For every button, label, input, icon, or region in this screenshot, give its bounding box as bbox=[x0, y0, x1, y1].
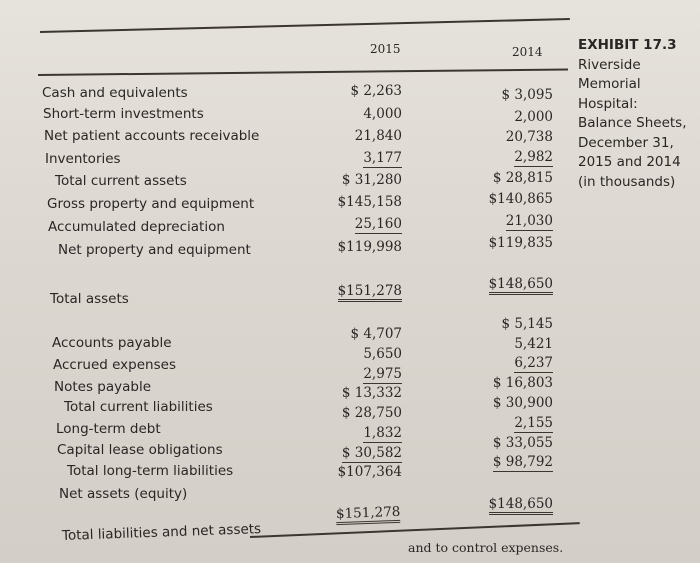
cell-2014-inventories: 2,982 bbox=[514, 149, 553, 167]
cell-2015-net-patient-ar: 21,840 bbox=[354, 128, 402, 144]
exhibit-line-5: December 31, bbox=[578, 134, 674, 151]
cell-2015-long-term-debt: $ 28,750 bbox=[341, 405, 402, 421]
row-label-cash: Cash and equivalents bbox=[42, 85, 188, 101]
row-label-total-liabilities-net-assets: Total liabilities and net assets bbox=[61, 521, 262, 544]
cell-2015-accumulated-depreciation: 25,160 bbox=[354, 216, 402, 234]
row-label-inventories: Inventories bbox=[45, 151, 121, 167]
cell-2015-net-assets: $107,364 bbox=[337, 464, 402, 480]
cell-2014-accumulated-depreciation: 21,030 bbox=[505, 213, 553, 231]
row-label-total-assets: Total assets bbox=[50, 291, 129, 307]
exhibit-number: EXHIBIT 17.3 bbox=[578, 37, 677, 53]
cell-2014-notes-payable: 6,237 bbox=[514, 355, 553, 373]
cell-2014-total-long-term-liabilities: $ 33,055 bbox=[492, 435, 553, 451]
column-header-2014: 2014 bbox=[512, 45, 543, 59]
row-label-long-term-debt: Long-term debt bbox=[56, 421, 161, 437]
row-label-gross-property: Gross property and equipment bbox=[47, 196, 255, 212]
exhibit-line-4: Balance Sheets, bbox=[578, 115, 687, 131]
cell-2015-total-assets: $151,278 bbox=[337, 283, 402, 302]
cell-2014-short-term-investments: 2,000 bbox=[514, 109, 553, 125]
footer-text-fragment: and to control expenses. bbox=[408, 540, 564, 555]
exhibit-line-6: 2015 and 2014 bbox=[578, 154, 681, 170]
row-label-notes-payable: Notes payable bbox=[54, 379, 152, 395]
cell-2014-net-assets: $ 98,792 bbox=[492, 454, 553, 472]
row-label-total-current-assets: Total current assets bbox=[55, 173, 187, 189]
exhibit-line-1: Riverside bbox=[578, 56, 641, 73]
cell-2014-long-term-debt: $ 30,900 bbox=[492, 395, 553, 411]
exhibit-caption: EXHIBIT 17.3 Riverside Memorial Hospital… bbox=[578, 36, 687, 192]
cell-2015-short-term-investments: 4,000 bbox=[363, 106, 402, 122]
cell-2014-accounts-payable: $ 5,145 bbox=[501, 316, 553, 332]
exhibit-line-3: Hospital: bbox=[578, 95, 638, 112]
cell-2014-cash: $ 3,095 bbox=[501, 87, 553, 103]
row-label-total-long-term-liabilities: Total long-term liabilities bbox=[67, 463, 234, 479]
exhibit-line-7: (in thousands) bbox=[578, 173, 676, 190]
exhibit-line-2: Memorial bbox=[578, 76, 641, 92]
row-label-total-current-liabilities: Total current liabilities bbox=[64, 399, 213, 415]
row-label-net-assets: Net assets (equity) bbox=[59, 486, 188, 502]
row-label-accounts-payable: Accounts payable bbox=[52, 335, 172, 351]
row-label-short-term-investments: Short-term investments bbox=[43, 106, 204, 122]
row-label-net-patient-ar: Net patient accounts receivable bbox=[44, 128, 260, 144]
row-label-capital-lease: Capital lease obligations bbox=[57, 442, 223, 458]
cell-2015-total-current-liabilities: $ 13,332 bbox=[341, 385, 402, 401]
cell-2015-gross-property: $145,158 bbox=[337, 194, 402, 210]
cell-2014-accrued-expenses: 5,421 bbox=[514, 336, 553, 352]
cell-2014-total-current-liabilities: $ 16,803 bbox=[492, 375, 553, 391]
cell-2014-net-property: $119,835 bbox=[488, 235, 553, 251]
cell-2014-net-patient-ar: 20,738 bbox=[505, 129, 553, 145]
column-header-2015: 2015 bbox=[370, 42, 401, 56]
row-label-accumulated-depreciation: Accumulated depreciation bbox=[48, 219, 225, 235]
bottom-rule bbox=[249, 522, 580, 538]
cell-2015-capital-lease: 1,832 bbox=[363, 425, 402, 443]
cell-2015-total-current-assets: $ 31,280 bbox=[341, 172, 402, 188]
cell-2015-total-liabilities-net-assets: $151,278 bbox=[335, 503, 401, 526]
cell-2014-gross-property: $140,865 bbox=[488, 191, 553, 207]
cell-2015-total-long-term-liabilities: $ 30,582 bbox=[341, 445, 402, 463]
cell-2015-inventories: 3,177 bbox=[363, 150, 402, 168]
cell-2015-accounts-payable: $ 4,707 bbox=[350, 326, 402, 342]
cell-2014-capital-lease: 2,155 bbox=[514, 415, 553, 433]
top-rule bbox=[39, 18, 570, 33]
row-label-accrued-expenses: Accrued expenses bbox=[53, 357, 176, 373]
cell-2014-total-assets: $148,650 bbox=[488, 276, 553, 295]
cell-2015-accrued-expenses: 5,650 bbox=[363, 346, 402, 362]
header-rule bbox=[37, 68, 568, 76]
cell-2015-net-property: $119,998 bbox=[337, 239, 402, 255]
cell-2014-total-liabilities-net-assets: $148,650 bbox=[488, 496, 553, 515]
row-label-net-property: Net property and equipment bbox=[58, 242, 251, 258]
cell-2014-total-current-assets: $ 28,815 bbox=[492, 170, 553, 186]
cell-2015-cash: $ 2,263 bbox=[350, 83, 402, 99]
cell-2015-notes-payable: 2,975 bbox=[363, 366, 402, 384]
